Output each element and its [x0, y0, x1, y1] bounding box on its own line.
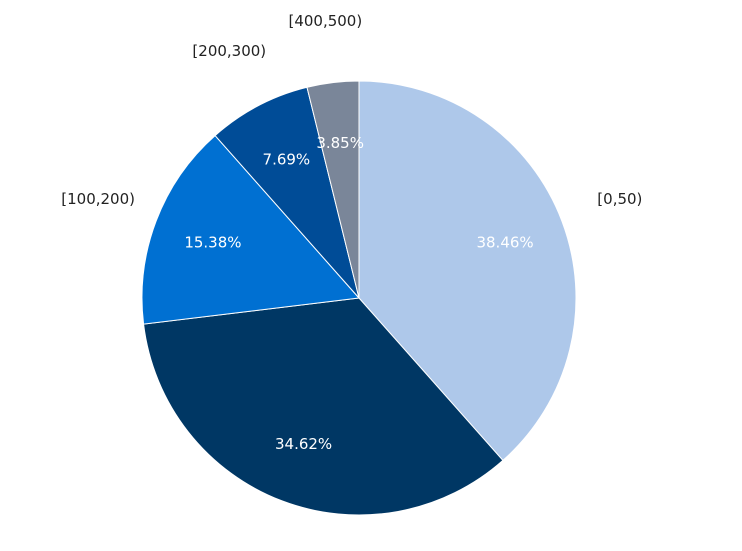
pie-slice-100-200: [141, 134, 361, 325]
slice-category-label-50-100: [50,100): [228, 550, 292, 551]
percentage-labels-layer: 38.46% 34.62% 15.38% 7.69% 3.85%: [184, 134, 533, 453]
slice-percent-label-100-200: 15.38%: [184, 234, 241, 252]
pie-slice-50-100: [143, 297, 504, 516]
slice-percent-label-200-300: 7.69%: [263, 151, 311, 169]
category-labels-layer: [0,50) [50,100) [100,200) [200,300) [400,500…: [61, 12, 642, 551]
pie-slice-0-50: [358, 80, 577, 462]
slice-category-label-0-50: [0,50): [597, 190, 642, 208]
slice-percent-label-400-500: 3.85%: [316, 134, 364, 152]
slice-percent-label-50-100: 34.62%: [275, 435, 332, 453]
slice-category-label-200-300: [200,300): [192, 42, 266, 60]
slices-layer: [141, 80, 577, 516]
slice-category-label-100-200: [100,200): [61, 190, 135, 208]
pie-slice-400-500: [306, 80, 360, 299]
slice-category-label-400-500: [400,500): [288, 12, 362, 30]
pie-slice-200-300: [214, 86, 360, 299]
slice-percent-label-0-50: 38.46%: [476, 234, 533, 252]
